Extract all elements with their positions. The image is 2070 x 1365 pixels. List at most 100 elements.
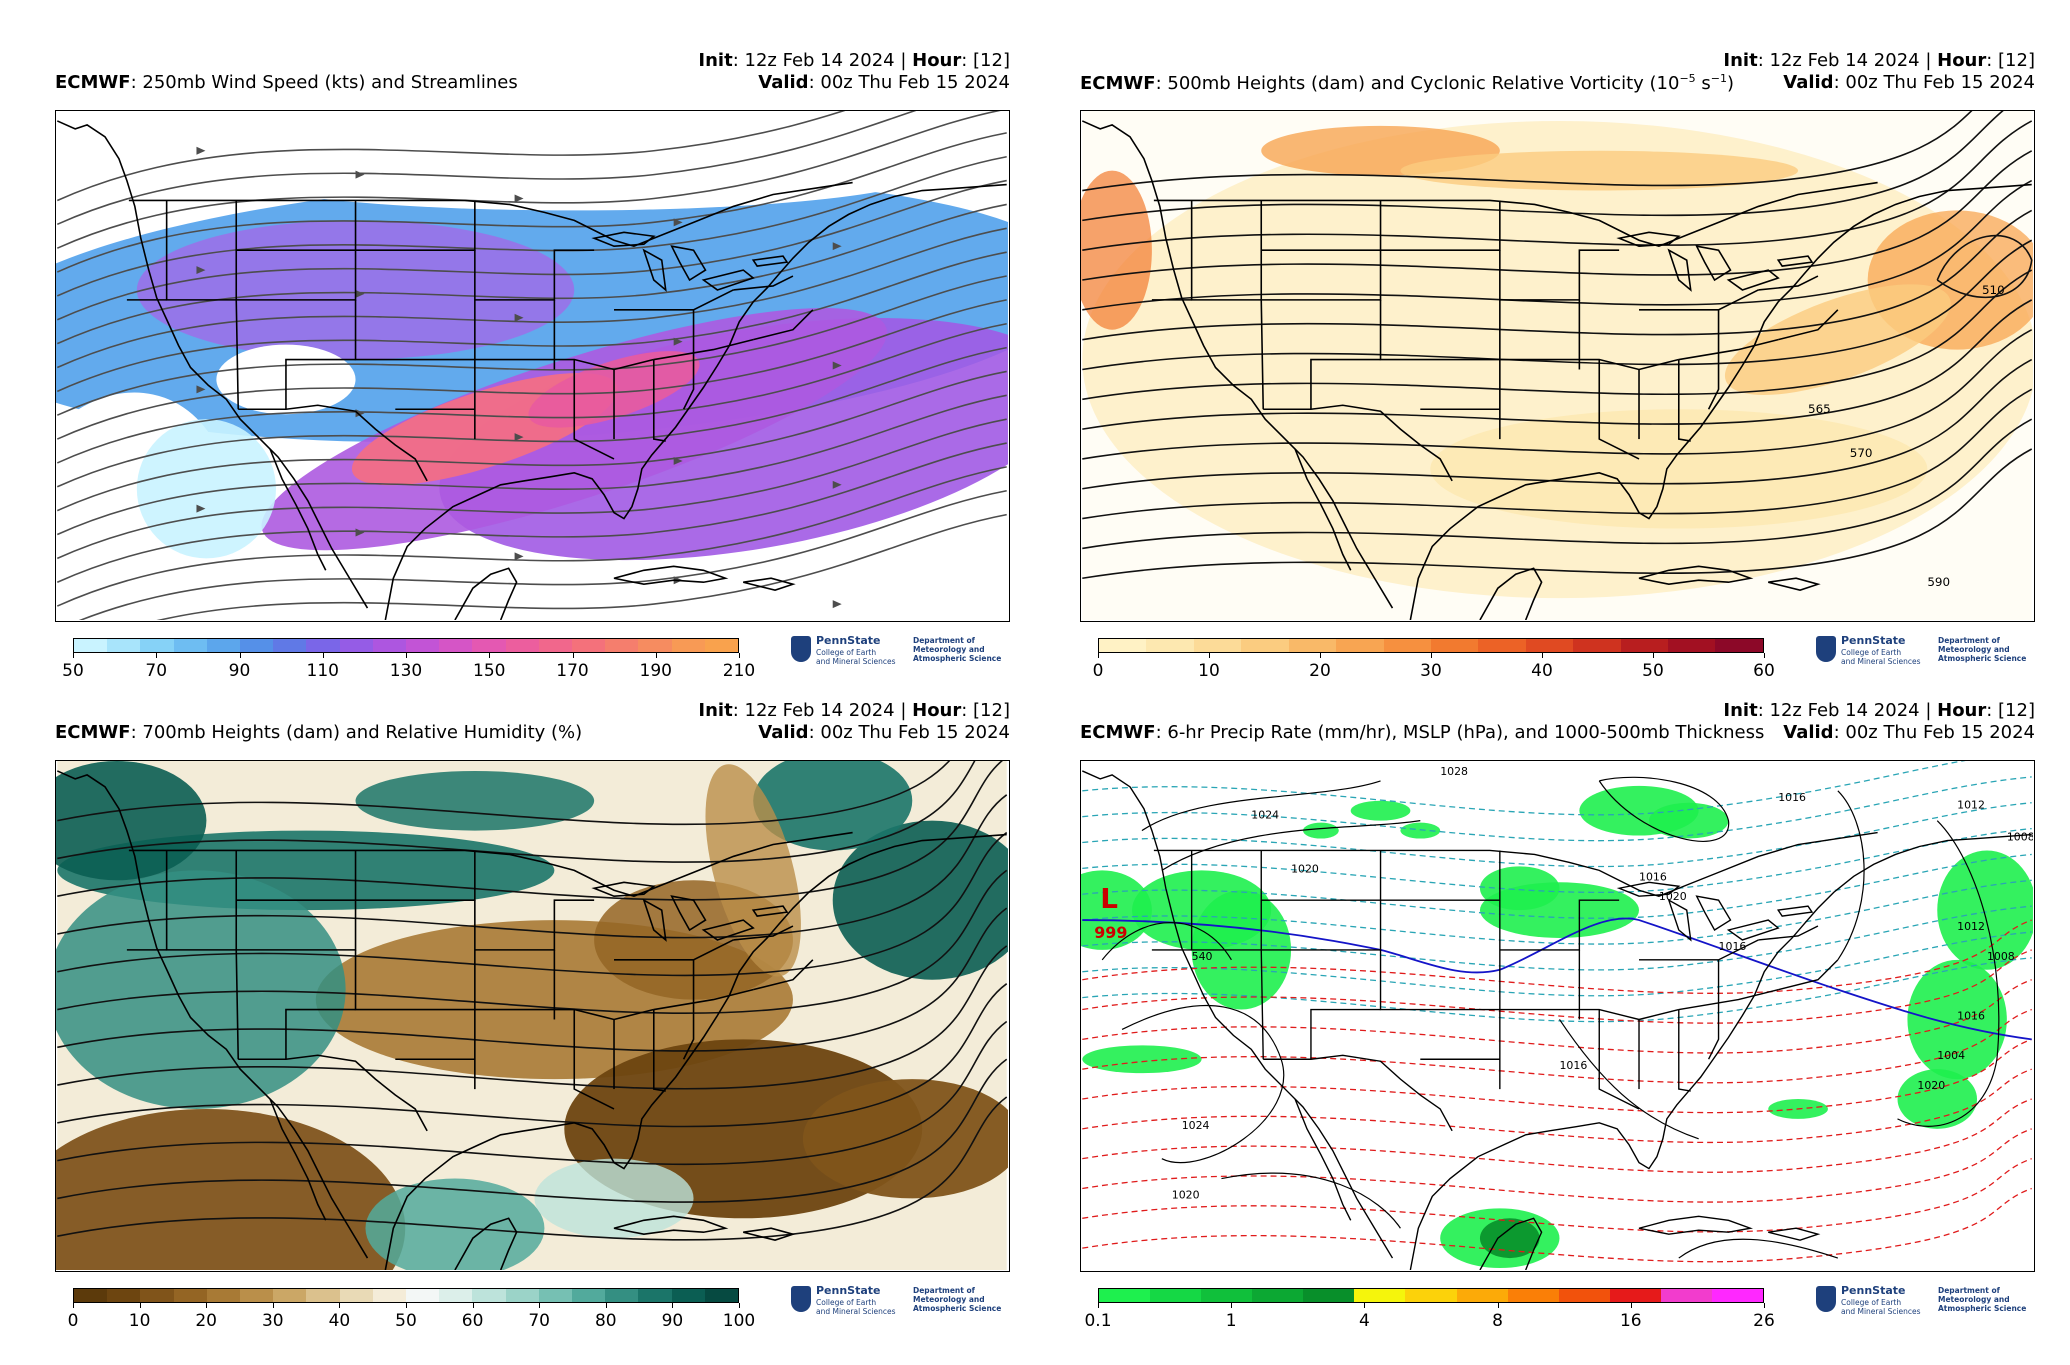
colorbar-segment bbox=[273, 1289, 307, 1302]
colorbar-tick-label: 20 bbox=[195, 1311, 218, 1331]
colorbar-tick-label: 0.1 bbox=[1084, 1311, 1112, 1331]
state-border bbox=[1190, 200, 1265, 410]
colorbar-tick bbox=[739, 1303, 740, 1308]
logo-department: Department of Meteorology and Atmospheric … bbox=[913, 1286, 1002, 1313]
colorbar-tick-label: 80 bbox=[594, 1311, 617, 1331]
colorbar-segment bbox=[572, 639, 606, 652]
great-lake bbox=[642, 898, 667, 942]
colorbar-segment bbox=[206, 639, 241, 652]
colorbar-segment bbox=[572, 1289, 606, 1302]
streamline-arrow bbox=[673, 218, 683, 227]
colorbar-segment bbox=[671, 1289, 705, 1302]
low-wind-region bbox=[216, 130, 933, 211]
colorbar-tick-label: 70 bbox=[145, 661, 168, 681]
colorbar-tick-label: 70 bbox=[528, 1311, 551, 1331]
colorbar-segment bbox=[505, 1289, 539, 1302]
colorbar-segment bbox=[1150, 1289, 1202, 1302]
streamline-arrow bbox=[196, 504, 206, 513]
great-lake bbox=[1667, 248, 1692, 292]
colorbar-segment bbox=[1456, 1289, 1508, 1302]
valid-line: Valid: 00z Thu Feb 15 2024 bbox=[55, 722, 1010, 743]
streamline bbox=[56, 299, 1007, 440]
colorbar-segment bbox=[74, 639, 108, 652]
thickness-contour bbox=[1082, 905, 2032, 971]
colorbar-tick-label: 4 bbox=[1358, 1311, 1370, 1331]
colorbar-segment bbox=[1146, 639, 1194, 652]
thickness-contour bbox=[1082, 1038, 2032, 1114]
thickness-contour bbox=[1082, 1068, 2032, 1144]
map-contour-label: 1020 bbox=[1172, 1188, 1200, 1201]
init-value: : 12z Feb 14 2024 | bbox=[732, 50, 913, 71]
precip-shading bbox=[1400, 822, 1441, 839]
colorbar-tick-label: 40 bbox=[328, 1311, 351, 1331]
colorbar-segment bbox=[339, 639, 373, 652]
isobar bbox=[1678, 1238, 1839, 1259]
streamline-arrow bbox=[355, 170, 365, 179]
thickness-contour bbox=[1082, 776, 2032, 842]
thickness-contour bbox=[1082, 957, 2032, 1023]
colorbar-segment bbox=[406, 1289, 440, 1302]
cuba-coastline bbox=[613, 1215, 729, 1236]
colorbar-tick bbox=[1431, 653, 1432, 658]
pacific-coastline bbox=[1081, 120, 1394, 609]
state-border bbox=[1678, 1009, 1691, 1092]
logo-college: College of Earth and Mineral Sciences bbox=[1841, 1298, 1921, 1316]
colorbar-tick-label: 170 bbox=[556, 661, 589, 681]
streamline bbox=[56, 322, 1007, 464]
state-border bbox=[652, 1009, 666, 1092]
colorbar-segment bbox=[1201, 1289, 1253, 1302]
map-contour-label: 1016 bbox=[1559, 1059, 1587, 1072]
colorbar-tick bbox=[539, 1303, 541, 1308]
colorbar-segment bbox=[339, 1289, 373, 1302]
state-border bbox=[354, 299, 476, 440]
hour-label: Hour bbox=[912, 700, 962, 721]
hour-label: Hour bbox=[1937, 700, 1987, 721]
state-border bbox=[1598, 1009, 1640, 1110]
valid-label: Valid bbox=[758, 72, 809, 93]
streamline bbox=[56, 203, 1007, 345]
low-pressure-value: 999 bbox=[1094, 923, 1127, 942]
colorbar-segment bbox=[173, 1289, 207, 1302]
vorticity-shading bbox=[1724, 284, 1951, 395]
map-canvas: 510 565 570 590 bbox=[1081, 111, 2033, 620]
streamline bbox=[156, 513, 1007, 620]
nittany-lion-shield-icon bbox=[791, 636, 811, 662]
hour-value: : [12] bbox=[961, 700, 1010, 721]
thickness-contour bbox=[1082, 879, 2032, 945]
model-name: ECMWF bbox=[1080, 73, 1156, 94]
valid-label: Valid bbox=[1783, 722, 1834, 743]
valid-line: Valid: 00z Thu Feb 15 2024 bbox=[1080, 72, 2035, 93]
height-contour bbox=[1082, 388, 2033, 520]
state-border bbox=[1499, 1008, 1679, 1021]
height-contour-label: 565 bbox=[1808, 402, 1831, 416]
colorbar-segment bbox=[206, 1289, 241, 1302]
state-border bbox=[165, 850, 240, 1060]
map-contour-label: 1024 bbox=[1182, 1119, 1210, 1132]
colorbar-segment bbox=[1099, 1289, 1151, 1302]
height-contour bbox=[57, 761, 976, 863]
colorbar-segment bbox=[439, 639, 473, 652]
height-contour bbox=[57, 983, 1008, 1128]
streamline-arrow bbox=[832, 242, 842, 251]
colorbar-tick-label: 1 bbox=[1225, 1311, 1237, 1331]
height-contour bbox=[57, 907, 1008, 1052]
great-lake bbox=[670, 245, 707, 282]
state-border bbox=[1677, 359, 1691, 442]
colorbar-tick bbox=[73, 1303, 74, 1308]
relative-humidity-shading bbox=[832, 820, 1008, 980]
colorbar-tick-label: 16 bbox=[1619, 1311, 1642, 1331]
streamline-arrow bbox=[832, 480, 842, 489]
streamline-arrow bbox=[832, 600, 842, 609]
colorbar-tick bbox=[406, 653, 407, 658]
relative-humidity-shading bbox=[365, 1178, 545, 1270]
streamline bbox=[56, 346, 1007, 488]
cuba-coastline bbox=[1638, 565, 1754, 586]
colorbar-segment bbox=[538, 639, 573, 652]
colorbar-tick-label: 90 bbox=[228, 661, 251, 681]
map-contour-label: 1028 bbox=[1440, 765, 1468, 778]
init-label: Init bbox=[698, 700, 733, 721]
mexico-border bbox=[1263, 1054, 1453, 1132]
state-border bbox=[1758, 925, 1819, 941]
relative-humidity-shading bbox=[56, 1108, 406, 1270]
streamline bbox=[56, 155, 1007, 297]
